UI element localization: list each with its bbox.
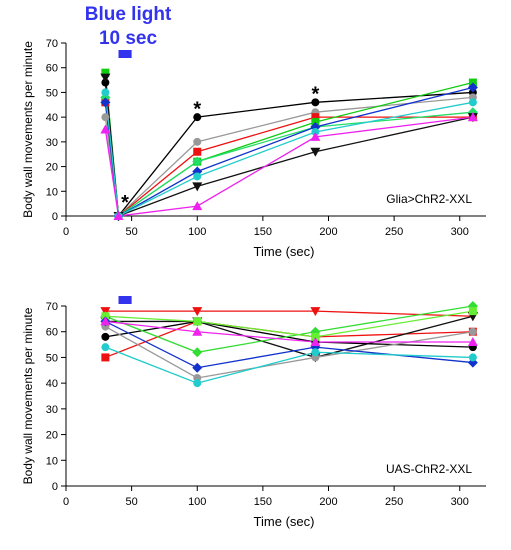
y-tick-label: 50: [46, 352, 58, 364]
y-tick-label: 60: [46, 63, 58, 75]
data-point: [467, 82, 478, 93]
data-point: [310, 307, 321, 317]
data-point: [113, 211, 124, 220]
data-point: [100, 97, 111, 108]
data-point: [101, 343, 110, 352]
panel-glia-chr2: 0 10 20 30 40 50 60 70 0 50 100 150 200 250 300 Time (s…: [21, 38, 486, 259]
series-line: [105, 315, 474, 359]
y-tick-label: 20: [46, 430, 58, 442]
data-point: [192, 156, 203, 167]
data-point: [467, 337, 478, 346]
x-axis-title: Time (sec): [254, 514, 315, 529]
significance-asterisk: *: [121, 192, 129, 214]
data-point: [101, 68, 110, 77]
x-tick-label: 300: [451, 226, 469, 238]
y-tick-label: 40: [46, 378, 58, 390]
data-point: [468, 327, 477, 336]
data-point: [468, 307, 477, 316]
data-point: [101, 353, 110, 362]
data-point: [193, 317, 202, 326]
series-line: [105, 305, 473, 353]
x-axis-title: Time (sec): [254, 244, 315, 259]
data-point: [193, 172, 202, 181]
data-point: [192, 307, 203, 317]
stimulus-title: Blue light: [85, 4, 172, 25]
y-axis-title: Body wall movements per minute: [21, 307, 35, 484]
x-tick-label: 200: [319, 496, 337, 508]
data-point: [193, 379, 202, 388]
data-point: [101, 113, 110, 122]
series-line: [105, 320, 473, 348]
series-line: [105, 346, 473, 384]
series-line: [105, 310, 473, 338]
panel-label: UAS-ChR2-XXL: [386, 462, 472, 476]
x-tick-label: 250: [385, 496, 403, 508]
x-tick-label: 150: [254, 226, 272, 238]
y-tick-label: 20: [46, 162, 58, 174]
x-tick-label: 100: [188, 226, 206, 238]
x-tick-label: 0: [63, 496, 69, 508]
y-tick-label: 0: [52, 481, 58, 493]
data-point: [101, 88, 110, 97]
y-tick-label: 30: [46, 404, 58, 416]
panel-label: Glia>ChR2-XXL: [386, 192, 472, 206]
series-line: [105, 320, 473, 343]
data-point: [310, 147, 321, 157]
data-point: [311, 332, 320, 341]
significance-asterisk: *: [193, 98, 201, 120]
panel-uas-chr2: 0 10 20 30 40 50 60 70 0 50 100 150 200 250 300 Time (s…: [21, 296, 486, 529]
y-tick-label: 0: [52, 211, 58, 223]
x-tick-label: 200: [319, 226, 337, 238]
x-tick-label: 50: [126, 226, 138, 238]
data-point: [193, 147, 202, 156]
stimulus-bar: [118, 296, 132, 304]
y-tick-label: 40: [46, 112, 58, 124]
data-point: [311, 98, 320, 107]
x-tick-label: 150: [254, 496, 272, 508]
y-tick-label: 50: [46, 87, 58, 99]
x-tick-label: 50: [126, 496, 138, 508]
data-point: [192, 362, 203, 373]
y-tick-label: 60: [46, 327, 58, 339]
x-tick-label: 0: [63, 226, 69, 238]
significance-asterisk: *: [311, 83, 319, 105]
data-point: [193, 137, 202, 146]
data-point: [468, 353, 477, 362]
data-point: [100, 73, 111, 83]
data-point: [310, 131, 321, 141]
data-point: [192, 201, 203, 211]
y-tick-label: 70: [46, 38, 58, 50]
y-tick-label: 10: [46, 186, 58, 198]
stimulus-bar: [118, 50, 132, 58]
y-tick-label: 10: [46, 455, 58, 467]
data-point: [101, 312, 110, 321]
data-point: [192, 326, 203, 336]
x-tick-label: 100: [188, 496, 206, 508]
data-point: [192, 347, 203, 358]
data-point: [467, 112, 478, 122]
series-line: [105, 310, 473, 317]
data-point: [468, 98, 477, 107]
data-point: [311, 113, 320, 122]
data-point: [101, 332, 110, 341]
y-tick-label: 30: [46, 137, 58, 149]
data-point: [100, 316, 111, 326]
y-axis-title: Body wall movements per minute: [21, 41, 35, 218]
y-tick-label: 70: [46, 301, 58, 313]
data-point: [100, 124, 111, 134]
stimulus-duration: 10 sec: [99, 28, 158, 49]
series-line: [105, 320, 473, 369]
data-point: [311, 348, 320, 357]
data-point: [310, 337, 321, 346]
x-tick-label: 300: [451, 496, 469, 508]
data-point: [192, 182, 203, 192]
x-tick-label: 250: [385, 226, 403, 238]
data-point: [193, 113, 202, 122]
